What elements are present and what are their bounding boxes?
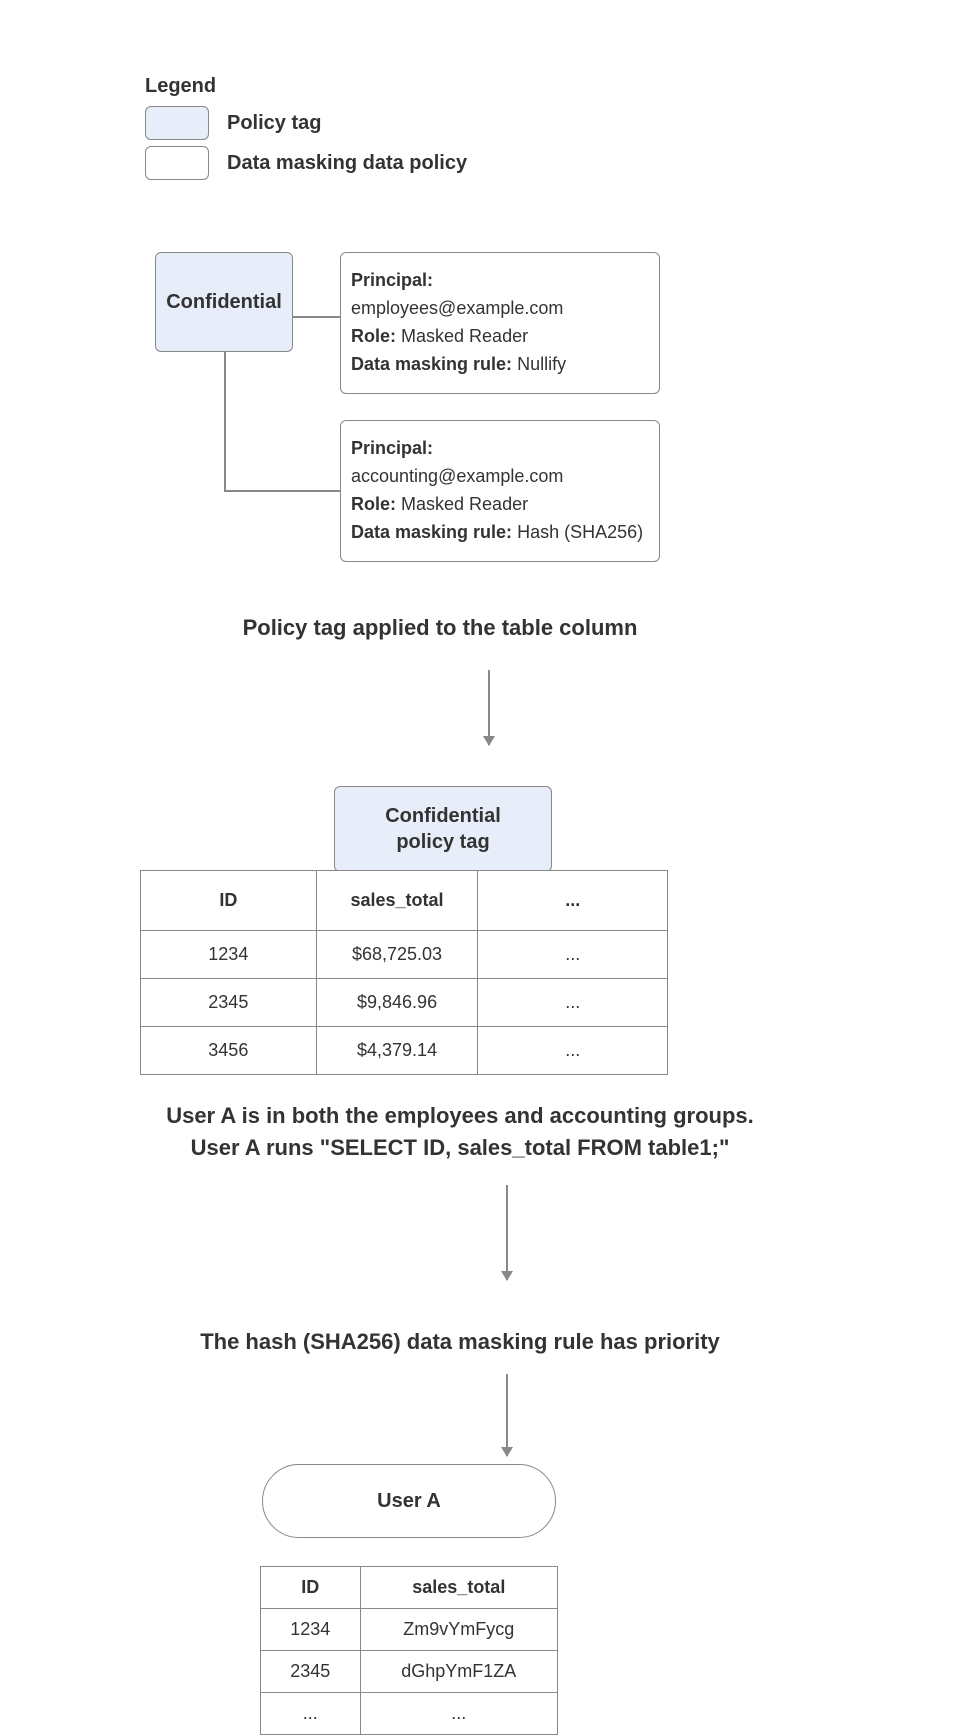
column-header: ID bbox=[261, 1567, 361, 1609]
column-header: ... bbox=[478, 871, 668, 931]
column-header: ID bbox=[141, 871, 317, 931]
legend-label: Policy tag bbox=[227, 112, 321, 135]
table-cell: ... bbox=[478, 1027, 668, 1075]
table-cell: 2345 bbox=[141, 979, 317, 1027]
table-row: 2345 dGhpYmF1ZA bbox=[261, 1651, 558, 1693]
explain-line: User A runs "SELECT ID, sales_total FROM… bbox=[80, 1132, 840, 1164]
column-header: sales_total bbox=[360, 1567, 557, 1609]
policy-row: Role: Masked Reader bbox=[351, 491, 649, 519]
table-cell: ... bbox=[478, 979, 668, 1027]
arrow-down-icon bbox=[506, 1185, 508, 1280]
policy-row: Data masking rule: Hash (SHA256) bbox=[351, 519, 649, 547]
table-cell: $9,846.96 bbox=[316, 979, 478, 1027]
connector-line bbox=[224, 352, 226, 490]
table-cell: ... bbox=[261, 1693, 361, 1735]
explain-priority-text: The hash (SHA256) data masking rule has … bbox=[80, 1326, 840, 1358]
table-cell: 2345 bbox=[261, 1651, 361, 1693]
connector-line bbox=[224, 490, 340, 492]
table-cell: 1234 bbox=[261, 1609, 361, 1651]
table-cell: ... bbox=[478, 931, 668, 979]
table-cell: $68,725.03 bbox=[316, 931, 478, 979]
table-row: 3456 $4,379.14 ... bbox=[141, 1027, 668, 1075]
legend-title: Legend bbox=[145, 75, 467, 98]
table-row: 1234 $68,725.03 ... bbox=[141, 931, 668, 979]
table-cell: $4,379.14 bbox=[316, 1027, 478, 1075]
data-policy-box-accounting: Principal: accounting@example.com Role: … bbox=[340, 420, 660, 562]
table-header-row: ID sales_total bbox=[261, 1567, 558, 1609]
column-tag-line: policy tag bbox=[396, 829, 489, 855]
table-row: 2345 $9,846.96 ... bbox=[141, 979, 668, 1027]
column-header: sales_total bbox=[316, 871, 478, 931]
table-cell: ... bbox=[360, 1693, 557, 1735]
policy-row: Principal: accounting@example.com bbox=[351, 435, 649, 491]
table-row: ... ... bbox=[261, 1693, 558, 1735]
policy-row: Role: Masked Reader bbox=[351, 323, 649, 351]
diagram-canvas: Legend Policy tag Data masking data poli… bbox=[0, 0, 964, 1732]
legend-label: Data masking data policy bbox=[227, 152, 467, 175]
result-table: ID sales_total 1234 Zm9vYmFycg 2345 dGhp… bbox=[260, 1566, 558, 1735]
table-body: 1234 Zm9vYmFycg 2345 dGhpYmF1ZA ... ... bbox=[261, 1609, 558, 1735]
policy-tag-label: Confidential bbox=[166, 291, 282, 314]
arrow-down-icon bbox=[488, 670, 490, 745]
table-cell: dGhpYmF1ZA bbox=[360, 1651, 557, 1693]
source-table: ID sales_total ... 1234 $68,725.03 ... 2… bbox=[140, 870, 668, 1075]
policy-row: Principal: employees@example.com bbox=[351, 267, 649, 323]
policy-row: Data masking rule: Nullify bbox=[351, 351, 649, 379]
section-title-policy-applied: Policy tag applied to the table column bbox=[195, 615, 685, 641]
data-policy-box-employees: Principal: employees@example.com Role: M… bbox=[340, 252, 660, 394]
connector-line bbox=[293, 316, 340, 318]
table-header-row: ID sales_total ... bbox=[141, 871, 668, 931]
legend-swatch-blue bbox=[145, 106, 209, 140]
user-oval: User A bbox=[262, 1464, 556, 1538]
table-row: 1234 Zm9vYmFycg bbox=[261, 1609, 558, 1651]
table-cell: Zm9vYmFycg bbox=[360, 1609, 557, 1651]
policy-tag-box: Confidential bbox=[155, 252, 293, 352]
table-cell: 3456 bbox=[141, 1027, 317, 1075]
arrow-down-icon bbox=[506, 1374, 508, 1456]
table-body: 1234 $68,725.03 ... 2345 $9,846.96 ... 3… bbox=[141, 931, 668, 1075]
legend: Legend Policy tag Data masking data poli… bbox=[145, 75, 467, 186]
table-cell: 1234 bbox=[141, 931, 317, 979]
explain-line: User A is in both the employees and acco… bbox=[80, 1100, 840, 1132]
legend-row-policy-tag: Policy tag bbox=[145, 106, 467, 140]
column-policy-tag: Confidential policy tag bbox=[334, 786, 552, 872]
explain-user-text: User A is in both the employees and acco… bbox=[80, 1100, 840, 1164]
legend-row-data-policy: Data masking data policy bbox=[145, 146, 467, 180]
legend-swatch-white bbox=[145, 146, 209, 180]
user-label: User A bbox=[377, 1490, 441, 1513]
column-tag-line: Confidential bbox=[385, 803, 501, 829]
